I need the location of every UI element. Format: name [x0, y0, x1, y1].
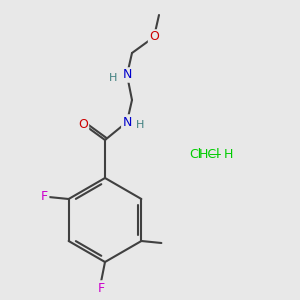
Text: —: — [209, 148, 221, 161]
Text: F: F [41, 190, 48, 203]
Text: N: N [122, 68, 132, 82]
Text: H: H [223, 148, 233, 161]
Text: H: H [136, 120, 144, 130]
Text: HCl: HCl [199, 148, 221, 161]
Text: O: O [78, 118, 88, 130]
Text: H: H [109, 73, 117, 83]
Text: N: N [122, 116, 132, 128]
Text: Cl: Cl [189, 148, 201, 161]
Text: F: F [98, 281, 105, 295]
Text: O: O [149, 31, 159, 44]
